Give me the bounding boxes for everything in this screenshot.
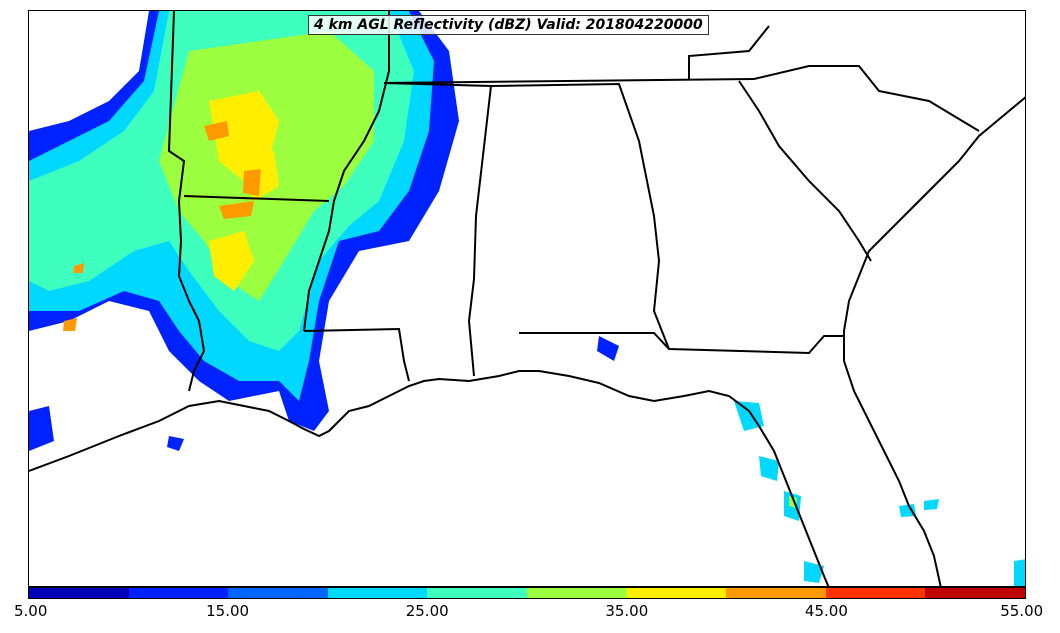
color-scale-tick-label: 45.00 bbox=[804, 602, 848, 620]
color-scale-tick-label: 25.00 bbox=[405, 602, 449, 620]
color-scale-tick-label: 35.00 bbox=[605, 602, 649, 620]
map-title: 4 km AGL Reflectivity (dBZ) Valid: 20180… bbox=[308, 15, 709, 35]
color-scale-tick-label: 55.00 bbox=[1000, 602, 1044, 620]
color-scale-bar bbox=[28, 587, 1026, 599]
color-scale-tick-label: 15.00 bbox=[206, 602, 250, 620]
color-scale-segment bbox=[427, 588, 527, 598]
reflectivity-map bbox=[29, 11, 1025, 586]
color-scale-segment bbox=[925, 588, 1025, 598]
color-scale-segment bbox=[29, 588, 129, 598]
color-scale-segment bbox=[526, 588, 627, 598]
reflectivity-echoes bbox=[29, 11, 1025, 586]
state-borders bbox=[29, 11, 1025, 586]
color-scale-segment bbox=[825, 588, 926, 598]
color-scale-segment bbox=[626, 588, 727, 598]
color-scale-tick-label: 5.00 bbox=[13, 602, 48, 620]
color-scale-segment bbox=[726, 588, 826, 598]
map-panel bbox=[28, 10, 1026, 587]
color-scale-segment bbox=[327, 588, 428, 598]
color-scale-segment bbox=[128, 588, 229, 598]
color-scale-segment bbox=[228, 588, 328, 598]
